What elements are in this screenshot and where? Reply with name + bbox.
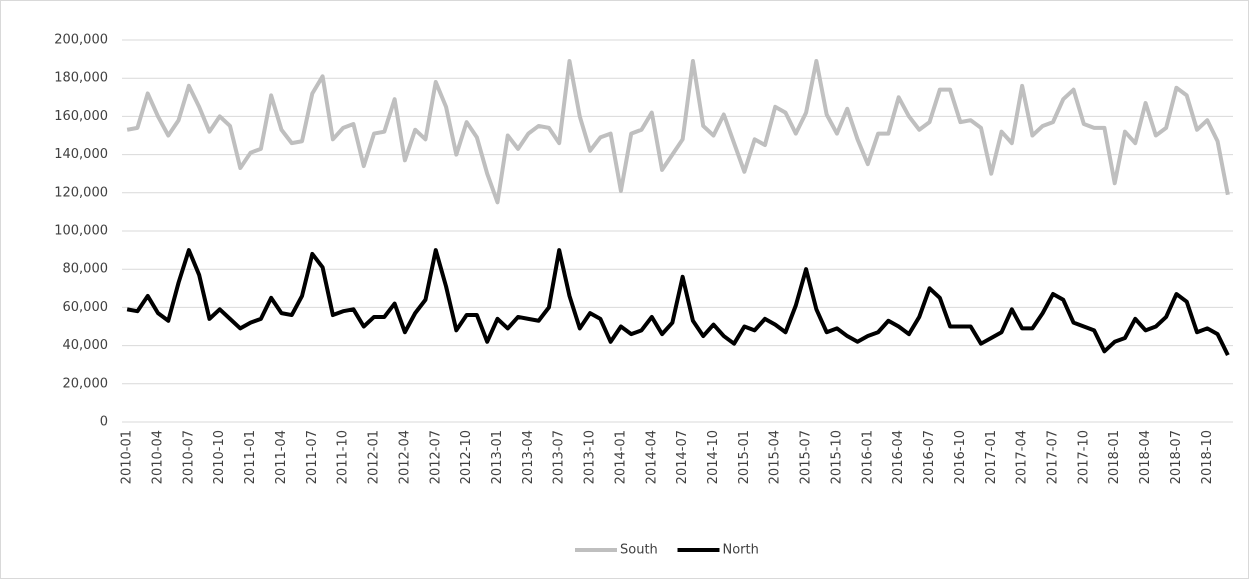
x-tick-label: 2010-01 xyxy=(120,430,135,484)
x-tick-label: 2012-01 xyxy=(367,430,382,484)
y-tick-label: 140,000 xyxy=(54,147,108,162)
y-tick-label: 0 xyxy=(100,415,108,430)
legend-label: North xyxy=(723,543,759,558)
x-tick-label: 2014-07 xyxy=(675,430,690,484)
x-tick-label: 2014-04 xyxy=(644,430,659,484)
series-line xyxy=(126,248,1230,357)
y-tick-label: 20,000 xyxy=(63,376,109,391)
x-tick-label: 2010-04 xyxy=(151,430,166,484)
x-tick-label: 2012-10 xyxy=(459,430,474,484)
x-tick-label: 2011-07 xyxy=(305,430,320,484)
x-tick-label: 2018-04 xyxy=(1138,430,1153,484)
x-tick-label: 2011-01 xyxy=(243,430,258,484)
y-tick-label: 40,000 xyxy=(63,338,109,353)
y-tick-label: 80,000 xyxy=(63,262,109,277)
x-tick-label: 2015-04 xyxy=(768,430,783,484)
x-tick-label: 2017-10 xyxy=(1076,430,1091,484)
legend-label: South xyxy=(620,543,658,558)
x-tick-label: 2018-10 xyxy=(1200,430,1215,484)
x-tick-label: 2011-10 xyxy=(336,430,351,484)
y-tick-label: 200,000 xyxy=(54,33,108,48)
x-tick-label: 2013-10 xyxy=(583,430,598,484)
x-tick-label: 2015-07 xyxy=(799,430,814,484)
x-tick-label: 2010-07 xyxy=(181,430,196,484)
x-tick-label: 2015-01 xyxy=(737,430,752,484)
x-tick-label: 2010-10 xyxy=(212,430,227,484)
x-tick-label: 2014-10 xyxy=(706,430,721,484)
x-tick-label: 2013-07 xyxy=(552,430,567,484)
x-tick-label: 2017-04 xyxy=(1015,430,1030,484)
x-tick-label: 2017-01 xyxy=(984,430,999,484)
x-tick-label: 2016-07 xyxy=(922,430,937,484)
x-tick-label: 2012-04 xyxy=(397,430,412,484)
x-tick-label: 2011-04 xyxy=(274,430,289,484)
y-tick-label: 100,000 xyxy=(54,224,108,239)
x-tick-label: 2012-07 xyxy=(428,430,443,484)
x-tick-label: 2015-10 xyxy=(829,430,844,484)
x-tick-label: 2016-04 xyxy=(891,430,906,484)
y-tick-label: 120,000 xyxy=(54,185,108,200)
y-tick-label: 160,000 xyxy=(54,109,108,124)
series-line xyxy=(126,59,1230,205)
x-tick-label: 2013-01 xyxy=(490,430,505,484)
y-tick-label: 180,000 xyxy=(54,71,108,86)
x-tick-label: 2013-04 xyxy=(521,430,536,484)
x-tick-label: 2018-01 xyxy=(1107,430,1122,484)
x-tick-label: 2016-01 xyxy=(860,430,875,484)
x-tick-label: 2018-07 xyxy=(1169,430,1184,484)
x-tick-label: 2014-01 xyxy=(613,430,628,484)
x-tick-label: 2016-10 xyxy=(953,430,968,484)
y-tick-label: 60,000 xyxy=(63,300,109,315)
x-tick-label: 2017-07 xyxy=(1045,430,1060,484)
